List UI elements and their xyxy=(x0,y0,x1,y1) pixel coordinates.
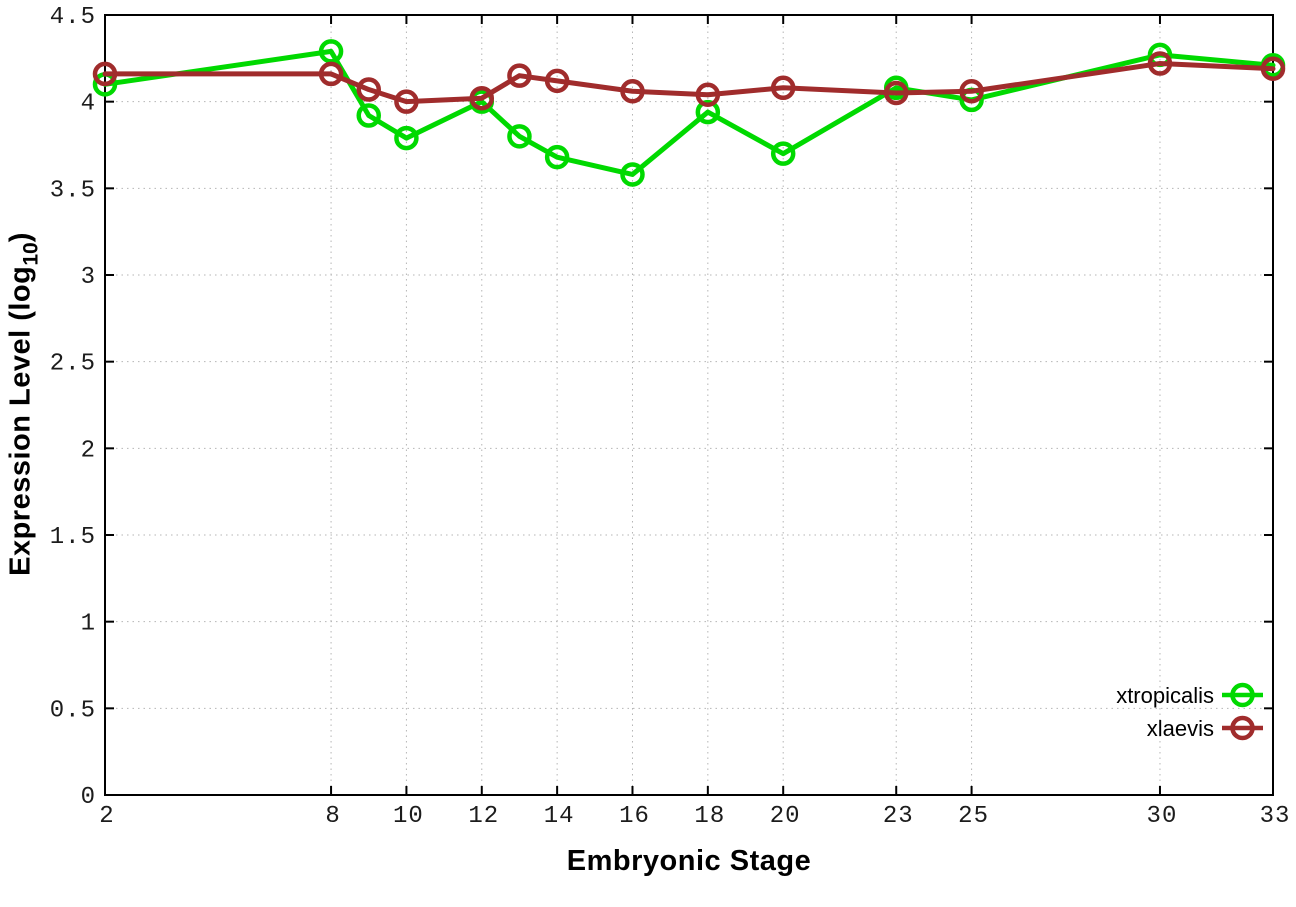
legend-marker-xlaevis xyxy=(1230,715,1255,741)
legend-label-xlaevis: xlaevis xyxy=(1147,716,1214,741)
x-tick-label: 2 xyxy=(99,803,114,830)
data-point-xlaevis xyxy=(507,63,532,88)
data-point-xtropicalis xyxy=(318,39,344,64)
data-point-xlaevis xyxy=(394,89,419,114)
x-tick-label: 10 xyxy=(393,803,424,830)
data-point-xlaevis xyxy=(770,75,796,101)
y-tick-label: 1 xyxy=(81,611,96,638)
legend-marker-xtropicalis xyxy=(1230,682,1255,708)
x-tick-label: 25 xyxy=(958,803,989,830)
x-tick-label: 8 xyxy=(325,803,340,830)
data-point-xlaevis xyxy=(695,82,721,107)
data-point-xlaevis xyxy=(1260,56,1286,81)
x-tick-label: 23 xyxy=(883,803,914,830)
y-tick-label: 4 xyxy=(81,91,96,118)
x-tick-label: 14 xyxy=(544,803,575,830)
data-point-xlaevis xyxy=(92,61,118,87)
data-point-xtropicalis xyxy=(695,99,721,125)
data-point-xlaevis xyxy=(1147,51,1173,76)
y-axis-title: Expression Level (log10) xyxy=(5,232,44,576)
y-tick-label: 1.5 xyxy=(50,524,96,551)
x-tick-label: 18 xyxy=(694,803,725,830)
y-axis-title-subscript: 10 xyxy=(19,242,43,266)
data-point-xtropicalis xyxy=(620,162,645,187)
x-tick-label: 33 xyxy=(1260,803,1291,830)
x-tick-label: 30 xyxy=(1147,803,1178,830)
plot-border xyxy=(104,14,1274,796)
data-point-xlaevis xyxy=(959,79,984,104)
series-line-xtropicalis xyxy=(102,48,1276,177)
y-axis-title-main: Expression Level (log xyxy=(4,265,37,576)
y-tick-label: 0.5 xyxy=(50,697,96,724)
x-tick-label: 16 xyxy=(619,803,650,830)
x-axis-title: Embryonic Stage xyxy=(566,845,812,877)
data-point-xtropicalis xyxy=(356,103,381,128)
y-tick-label: 3 xyxy=(81,264,96,291)
data-point-xlaevis xyxy=(318,61,344,87)
data-point-xlaevis xyxy=(883,80,909,106)
x-tick-label: 20 xyxy=(770,803,801,830)
y-axis-title-end: ) xyxy=(4,232,37,243)
series-line-xlaevis xyxy=(102,61,1276,105)
data-point-xlaevis xyxy=(544,68,570,94)
y-tick-label: 0 xyxy=(81,784,96,811)
x-tick-label: 12 xyxy=(468,803,499,830)
data-point-xtropicalis xyxy=(507,124,532,149)
data-point-xtropicalis xyxy=(394,125,419,151)
data-point-xlaevis xyxy=(620,79,645,104)
y-tick-label: 2 xyxy=(81,437,96,464)
y-tick-label: 3.5 xyxy=(50,177,96,204)
data-point-xtropicalis xyxy=(770,141,796,166)
data-point-xlaevis xyxy=(469,85,495,111)
y-tick-label: 4.5 xyxy=(50,4,96,31)
data-point-xtropicalis xyxy=(544,144,570,170)
legend-label-xtropicalis: xtropicalis xyxy=(1116,683,1214,708)
data-point-xlaevis xyxy=(356,77,381,102)
y-tick-label: 2.5 xyxy=(50,351,96,378)
